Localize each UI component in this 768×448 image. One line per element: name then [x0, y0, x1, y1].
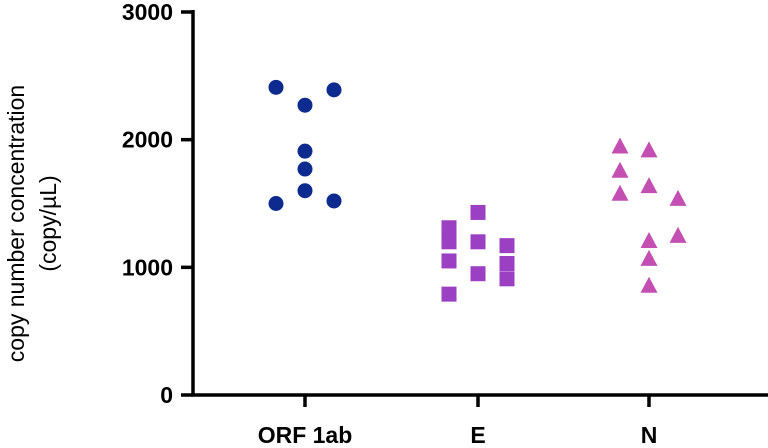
data-points [268, 79, 687, 302]
x-tick-label-1: E [470, 422, 485, 448]
point-e-0 [441, 220, 457, 236]
point-orf-1ab-4 [297, 161, 313, 177]
point-e-1 [441, 234, 457, 250]
point-n-8 [669, 189, 687, 206]
point-e-9 [499, 271, 515, 287]
x-categories: ORF 1ab E N [258, 395, 658, 448]
point-e-4 [470, 204, 486, 220]
point-orf-1ab-7 [326, 193, 342, 209]
y-ticks: 0 1000 2000 3000 [122, 0, 193, 408]
point-e-8 [499, 256, 515, 272]
x-tick-label-2: N [641, 422, 658, 448]
y-tick-label-2000: 2000 [122, 127, 173, 153]
point-e-7 [499, 238, 515, 254]
point-e-6 [470, 266, 486, 282]
point-e-3 [441, 286, 457, 302]
y-tick-label-3000: 3000 [122, 0, 173, 25]
point-n-6 [640, 249, 658, 266]
point-n-1 [611, 161, 629, 178]
y-axis-label-line-2: (copy/µL) [35, 175, 61, 271]
point-e-2 [441, 253, 457, 269]
point-n-5 [640, 232, 658, 249]
point-n-2 [611, 184, 629, 201]
y-axis-label-line-1: copy number concentration [3, 85, 29, 362]
point-n-7 [640, 276, 658, 293]
point-orf-1ab-5 [297, 183, 313, 199]
point-n-9 [669, 226, 687, 243]
point-orf-1ab-0 [268, 79, 284, 95]
y-tick-label-1000: 1000 [122, 254, 173, 280]
point-n-3 [640, 141, 658, 158]
point-orf-1ab-3 [297, 143, 313, 159]
x-tick-label-0: ORF 1ab [258, 422, 353, 448]
y-axis-label: copy number concentration (copy/µL) [3, 85, 61, 362]
point-n-4 [640, 177, 658, 194]
point-orf-1ab-6 [268, 196, 284, 211]
point-e-5 [470, 234, 486, 250]
point-orf-1ab-1 [297, 97, 313, 113]
y-tick-label-0: 0 [160, 382, 173, 408]
point-n-0 [611, 137, 629, 154]
point-orf-1ab-2 [326, 82, 342, 98]
